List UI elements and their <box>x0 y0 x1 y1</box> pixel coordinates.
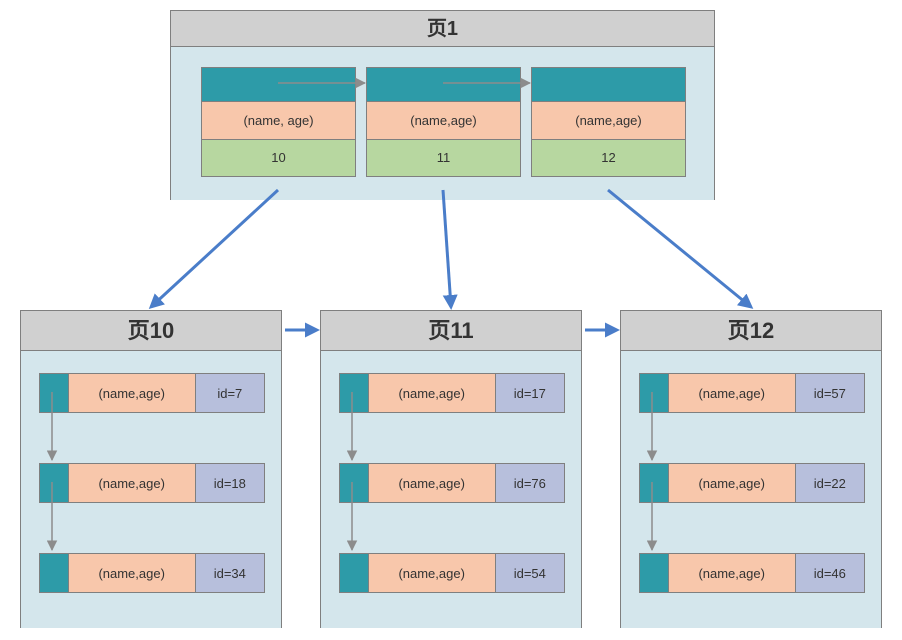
index-entry: (name, age)10 <box>201 67 356 177</box>
leaf-row: (name,age)id=22 <box>639 463 865 503</box>
page-title: 页10 <box>21 311 281 351</box>
index-cell-value: 11 <box>367 139 520 176</box>
leaf-cell-key: (name,age) <box>68 464 195 502</box>
index-cell-pointer <box>202 68 355 101</box>
leaf-cell-key: (name,age) <box>68 554 195 592</box>
page-title: 页1 <box>171 11 714 47</box>
index-entry: (name,age)12 <box>531 67 686 177</box>
page-body: (name,age)id=17(name,age)id=76(name,age)… <box>321 351 581 628</box>
leaf-cell-pointer <box>40 374 68 412</box>
leaf-row: (name,age)id=76 <box>339 463 565 503</box>
leaf-page: 页12(name,age)id=57(name,age)id=22(name,a… <box>620 310 882 628</box>
leaf-cell-id: id=57 <box>795 374 864 412</box>
leaf-cell-pointer <box>640 554 668 592</box>
leaf-cell-id: id=17 <box>495 374 564 412</box>
page-title: 页12 <box>621 311 881 351</box>
leaf-cell-key: (name,age) <box>368 464 495 502</box>
leaf-cell-id: id=46 <box>795 554 864 592</box>
leaf-cell-pointer <box>40 464 68 502</box>
leaf-page: 页10(name,age)id=7(name,age)id=18(name,ag… <box>20 310 282 628</box>
leaf-row: (name,age)id=17 <box>339 373 565 413</box>
index-cell-key: (name, age) <box>202 101 355 138</box>
leaf-row: (name,age)id=46 <box>639 553 865 593</box>
leaf-cell-pointer <box>640 374 668 412</box>
leaf-cell-key: (name,age) <box>668 374 795 412</box>
leaf-row: (name,age)id=34 <box>39 553 265 593</box>
link-arrow <box>151 190 278 307</box>
page-body: (name, age)10(name,age)11(name,age)12 <box>171 47 714 200</box>
leaf-cell-key: (name,age) <box>368 374 495 412</box>
leaf-page: 页11(name,age)id=17(name,age)id=76(name,a… <box>320 310 582 628</box>
leaf-cell-key: (name,age) <box>368 554 495 592</box>
leaf-row: (name,age)id=54 <box>339 553 565 593</box>
leaf-cell-id: id=76 <box>495 464 564 502</box>
index-entry: (name,age)11 <box>366 67 521 177</box>
leaf-cell-pointer <box>340 464 368 502</box>
leaf-row: (name,age)id=7 <box>39 373 265 413</box>
index-cell-key: (name,age) <box>532 101 685 138</box>
index-cell-pointer <box>532 68 685 101</box>
leaf-cell-key: (name,age) <box>68 374 195 412</box>
leaf-cell-key: (name,age) <box>668 554 795 592</box>
index-cell-key: (name,age) <box>367 101 520 138</box>
leaf-cell-id: id=54 <box>495 554 564 592</box>
index-cell-value: 10 <box>202 139 355 176</box>
page-body: (name,age)id=57(name,age)id=22(name,age)… <box>621 351 881 628</box>
leaf-cell-pointer <box>40 554 68 592</box>
leaf-cell-id: id=7 <box>195 374 264 412</box>
leaf-cell-pointer <box>640 464 668 502</box>
leaf-cell-pointer <box>340 554 368 592</box>
link-arrow <box>443 190 451 307</box>
leaf-cell-id: id=18 <box>195 464 264 502</box>
diagram-canvas: 页1(name, age)10(name,age)11(name,age)12页… <box>0 0 902 640</box>
page-body: (name,age)id=7(name,age)id=18(name,age)i… <box>21 351 281 628</box>
root-page: 页1(name, age)10(name,age)11(name,age)12 <box>170 10 715 200</box>
leaf-cell-pointer <box>340 374 368 412</box>
index-cell-value: 12 <box>532 139 685 176</box>
link-arrow <box>608 190 751 307</box>
page-title: 页11 <box>321 311 581 351</box>
index-cell-pointer <box>367 68 520 101</box>
leaf-cell-id: id=22 <box>795 464 864 502</box>
leaf-row: (name,age)id=18 <box>39 463 265 503</box>
leaf-row: (name,age)id=57 <box>639 373 865 413</box>
leaf-cell-key: (name,age) <box>668 464 795 502</box>
leaf-cell-id: id=34 <box>195 554 264 592</box>
